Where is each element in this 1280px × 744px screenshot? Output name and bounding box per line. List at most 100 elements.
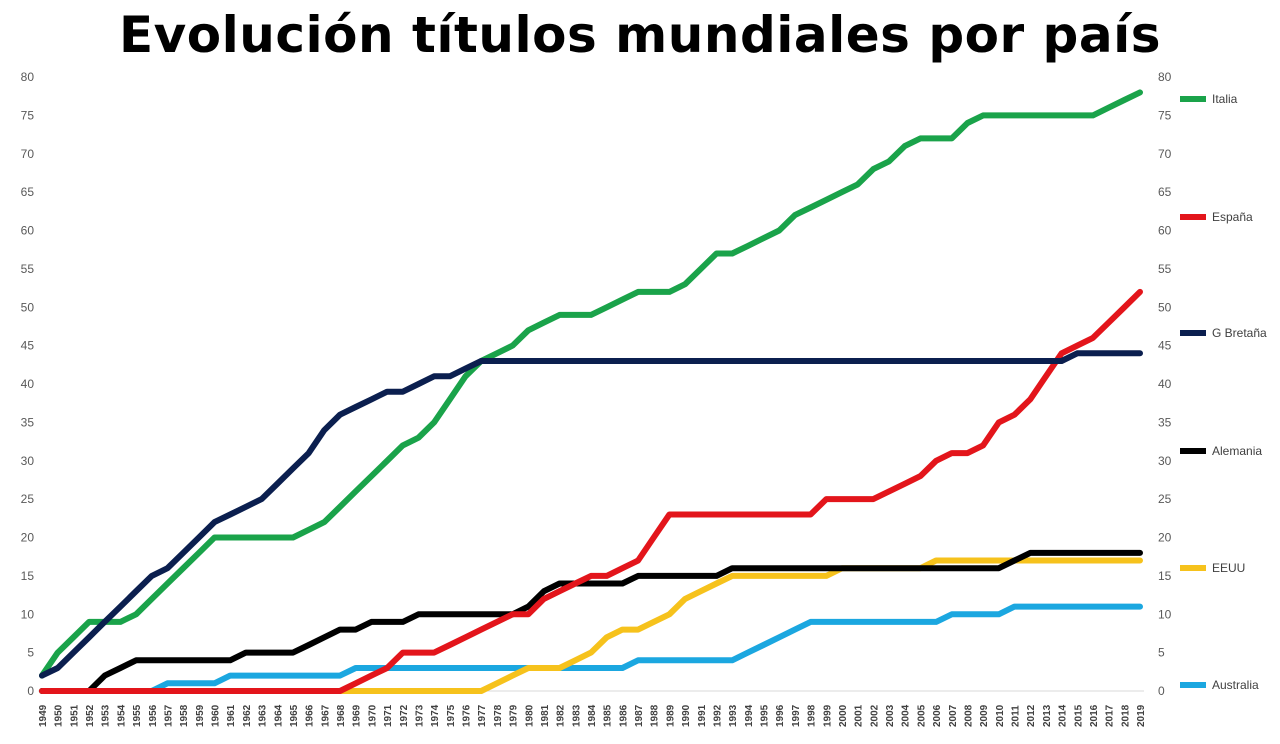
legend-label: España xyxy=(1212,210,1253,224)
legend-label: Australia xyxy=(1212,678,1259,692)
x-tick-label: 1988 xyxy=(650,704,661,727)
x-tick-label: 1967 xyxy=(320,704,331,727)
x-tick-label: 1992 xyxy=(712,704,723,727)
y-tick-label-left: 10 xyxy=(21,607,35,621)
y-tick-label-left: 70 xyxy=(21,147,35,161)
x-tick-label: 1979 xyxy=(509,704,520,727)
legend-label: Italia xyxy=(1212,92,1238,106)
y-tick-label-right: 65 xyxy=(1158,185,1172,199)
series-line-espa-a xyxy=(39,288,1143,694)
legend-label: G Bretaña xyxy=(1212,326,1267,340)
y-tick-label-left: 25 xyxy=(21,492,35,506)
series-line-alemania xyxy=(39,549,1143,694)
y-tick-label-left: 0 xyxy=(27,684,34,698)
x-tick-label: 1959 xyxy=(195,704,206,727)
x-tick-label: 1997 xyxy=(791,704,802,727)
x-tick-label: 1996 xyxy=(775,704,786,727)
x-tick-label: 2008 xyxy=(963,704,974,727)
x-tick-label: 1951 xyxy=(69,704,80,727)
x-tick-label: 2000 xyxy=(838,704,849,727)
x-tick-label: 2013 xyxy=(1042,704,1053,727)
y-tick-label-right: 40 xyxy=(1158,377,1172,391)
y-tick-label-right: 70 xyxy=(1158,147,1172,161)
series-line-eeuu xyxy=(39,557,1143,694)
x-tick-label: 1975 xyxy=(446,704,457,727)
x-tick-label: 1998 xyxy=(807,704,818,727)
y-tick-label-left: 30 xyxy=(21,454,35,468)
y-axis-left: 0 5 10 15 20 25 30 35 40 45 50 55 60 65 70 75 80 xyxy=(21,70,35,698)
x-tick-label: 1966 xyxy=(305,704,316,727)
x-tick-label: 1985 xyxy=(603,704,614,727)
y-tick-label-left: 15 xyxy=(21,569,35,583)
x-tick-label: 1981 xyxy=(540,704,551,727)
y-tick-label-right: 20 xyxy=(1158,531,1172,545)
x-tick-label: 1956 xyxy=(148,704,159,727)
x-tick-label: 2001 xyxy=(854,704,865,727)
x-tick-label: 1991 xyxy=(697,704,708,727)
x-tick-label: 2014 xyxy=(1058,704,1069,727)
y-tick-label-left: 50 xyxy=(21,300,35,314)
x-tick-label: 1983 xyxy=(571,704,582,727)
y-tick-label-left: 5 xyxy=(27,646,34,660)
x-tick-label: 2018 xyxy=(1120,704,1131,727)
y-tick-label-left: 20 xyxy=(21,531,35,545)
x-tick-label: 1978 xyxy=(493,704,504,727)
y-tick-label-right: 50 xyxy=(1158,300,1172,314)
x-tick-label: 2005 xyxy=(916,704,927,727)
y-tick-label-left: 40 xyxy=(21,377,35,391)
y-tick-label-left: 55 xyxy=(21,262,35,276)
y-tick-label-left: 75 xyxy=(21,108,35,122)
x-tick-label: 1950 xyxy=(54,704,65,727)
x-tick-label: 1969 xyxy=(352,704,363,727)
x-tick-label: 1980 xyxy=(524,704,535,727)
x-tick-label: 1953 xyxy=(101,704,112,727)
y-tick-label-right: 80 xyxy=(1158,70,1172,84)
x-tick-label: 2010 xyxy=(995,704,1006,727)
x-tick-label: 2016 xyxy=(1089,704,1100,727)
y-axis-right: 0 5 10 15 20 25 30 35 40 45 50 55 60 65 70 75 80 xyxy=(1158,70,1172,698)
x-tick-label: 1972 xyxy=(399,704,410,727)
x-tick-label: 1962 xyxy=(242,704,253,727)
chart-title: Evolución títulos mundiales por país xyxy=(119,6,1161,64)
x-tick-label: 1994 xyxy=(744,704,755,727)
y-tick-label-right: 45 xyxy=(1158,339,1172,353)
x-tick-label: 2011 xyxy=(1011,705,1022,727)
y-tick-label-right: 0 xyxy=(1158,684,1165,698)
x-tick-label: 1995 xyxy=(760,704,771,727)
x-tick-label: 1977 xyxy=(477,704,488,727)
x-tick-label: 1976 xyxy=(462,704,473,727)
series-line-australia xyxy=(39,603,1143,694)
y-tick-label-right: 25 xyxy=(1158,492,1172,506)
x-tick-label: 1990 xyxy=(681,704,692,727)
x-tick-label: 1999 xyxy=(822,704,833,727)
y-tick-label-right: 60 xyxy=(1158,224,1172,238)
x-tick-label: 1964 xyxy=(273,704,284,727)
legend-label: EEUU xyxy=(1212,561,1245,575)
y-tick-label-right: 75 xyxy=(1158,108,1172,122)
x-tick-label: 1987 xyxy=(634,704,645,727)
x-tick-label: 2006 xyxy=(932,704,943,727)
legend-label: Alemania xyxy=(1212,444,1262,458)
x-tick-label: 1984 xyxy=(587,704,598,727)
x-tick-label: 1970 xyxy=(367,704,378,727)
x-tick-label: 1989 xyxy=(665,704,676,727)
x-tick-label: 1965 xyxy=(289,704,300,727)
series-lines xyxy=(39,89,1143,694)
series-line-g-breta-a xyxy=(39,350,1143,679)
x-tick-label: 1974 xyxy=(430,704,441,727)
y-tick-label-left: 35 xyxy=(21,415,35,429)
x-tick-label: 2009 xyxy=(979,704,990,727)
y-tick-label-right: 55 xyxy=(1158,262,1172,276)
series-line-italia xyxy=(39,89,1143,679)
x-tick-label: 1971 xyxy=(383,704,394,727)
x-tick-label: 1973 xyxy=(414,704,425,727)
x-tick-label: 1954 xyxy=(116,704,127,727)
x-tick-label: 2015 xyxy=(1073,704,1084,727)
y-tick-label-left: 45 xyxy=(21,339,35,353)
y-tick-label-left: 65 xyxy=(21,185,35,199)
x-axis: 1949 1950 1951 1952 1953 1954 1955 1956 1957 1958… xyxy=(38,704,1147,727)
y-tick-label-right: 30 xyxy=(1158,454,1172,468)
x-tick-label: 1986 xyxy=(618,704,629,727)
x-tick-label: 1958 xyxy=(179,704,190,727)
